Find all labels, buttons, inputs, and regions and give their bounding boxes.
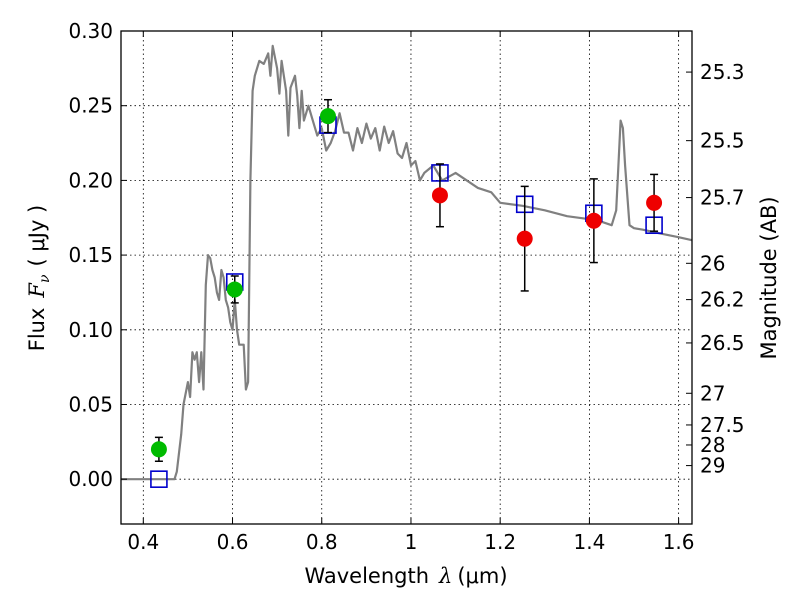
axis-ticks: 0.4 0.6 0.8 1 1.2 1.4 1.6 0.00 0.05 0.10 0.15 0.20 0… <box>68 19 744 554</box>
x-axis-label: Wavelength λ (μm) <box>304 564 507 588</box>
y-axis-label: Flux Fν ( μJy ) <box>25 205 53 351</box>
x-tick-label: 1.2 <box>484 530 516 554</box>
x-tick-label: 0.6 <box>217 530 249 554</box>
y-axis-subscript: ν <box>37 274 53 283</box>
y-tick-label: 0.10 <box>68 318 113 342</box>
x-tick-label: 1.6 <box>663 530 695 554</box>
y-tick-label: 0.25 <box>68 94 113 118</box>
observed-flux-point <box>646 194 663 211</box>
y2-tick-label: 26.5 <box>700 331 745 355</box>
y-tick-label: 0.00 <box>68 467 113 491</box>
x-tick-label: 1 <box>405 530 418 554</box>
y2-tick-label: 29 <box>700 454 725 478</box>
y2-tick-label: 27.5 <box>700 413 745 437</box>
x-axis-label-prefix: Wavelength <box>304 564 429 588</box>
observed-flux-point <box>516 230 533 247</box>
y2-tick-label: 26 <box>700 251 725 275</box>
model-sed-line <box>121 44 693 481</box>
observed-flux-point <box>150 441 167 458</box>
y2-tick-label: 26.2 <box>700 288 745 312</box>
observed-flux-point <box>319 108 336 125</box>
y2-tick-label: 25.3 <box>700 60 745 84</box>
plot-frame <box>120 30 693 525</box>
y-tick-label: 0.05 <box>68 392 113 416</box>
y2-tick-label: 27 <box>700 381 725 405</box>
y-tick-label: 0.15 <box>68 243 113 267</box>
x-tick-label: 0.8 <box>306 530 338 554</box>
grid-lines <box>121 30 692 524</box>
observed-flux-point <box>431 187 448 204</box>
x-axis-unit: (μm) <box>457 564 507 588</box>
y-axis-unit: ( μJy ) <box>25 205 49 267</box>
y-axis-label-prefix: Flux <box>25 308 49 352</box>
y2-tick-label: 25.7 <box>700 186 745 210</box>
y2-tick-label: 28 <box>700 433 725 457</box>
x-axis-symbol: λ <box>438 564 452 588</box>
observed-flux-point <box>585 212 602 229</box>
observed-flux-point <box>226 281 243 298</box>
model-photometry-square <box>150 470 168 488</box>
x-tick-label: 1.4 <box>573 530 605 554</box>
y-tick-label: 0.20 <box>68 168 113 192</box>
x-tick-label: 0.4 <box>127 530 159 554</box>
y2-axis-label: Magnitude (AB) <box>757 196 781 359</box>
markers-layer <box>150 98 663 488</box>
y-axis-symbol: F <box>25 282 49 299</box>
y-tick-label: 0.30 <box>68 19 113 43</box>
y2-tick-label: 25.5 <box>700 129 745 153</box>
model-sed-layer <box>121 44 693 481</box>
